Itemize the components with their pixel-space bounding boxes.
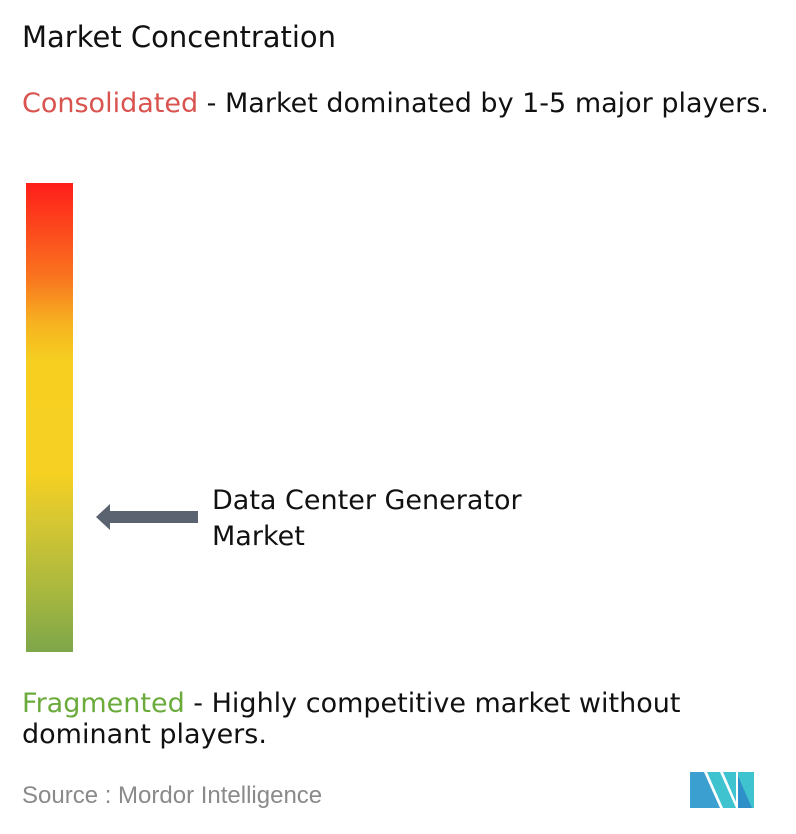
source-text: Source : Mordor Intelligence: [22, 782, 323, 809]
market-label: Data Center Generator Market: [212, 485, 522, 552]
page-title: Market Concentration: [22, 20, 337, 54]
consolidated-description: - Market dominated by 1-5 major players.: [198, 88, 769, 119]
consolidated-label: Consolidated: [22, 88, 199, 119]
arrow-left-icon: [96, 504, 198, 530]
fragmented-label: Fragmented: [22, 688, 185, 719]
fragmented-legend: Fragmented - Highly competitive market w…: [22, 688, 792, 750]
consolidated-legend: Consolidated - Market dominated by 1-5 m…: [22, 88, 792, 119]
concentration-gradient-bar: [26, 183, 73, 652]
mordor-intelligence-logo: [690, 772, 754, 808]
fragmented-description: - Highly competitive market without domi…: [22, 688, 681, 750]
